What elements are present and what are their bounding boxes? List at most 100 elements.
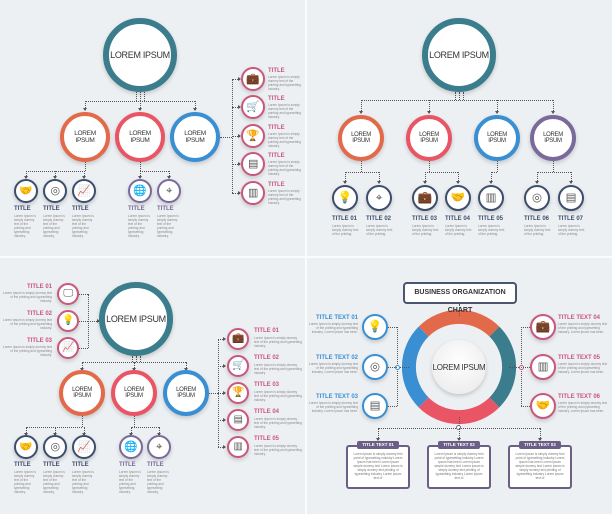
- compass-icon: ◎: [50, 440, 60, 453]
- connector-line: [55, 171, 56, 178]
- location-pin-icon: ⌖: [156, 440, 162, 453]
- connector-line: [429, 161, 430, 172]
- arrow-icon: [223, 337, 226, 341]
- connector-line: [159, 427, 160, 435]
- arrow-icon: [495, 111, 499, 114]
- connector-line: [553, 161, 554, 172]
- item-text: Lorem Ipsum is simply dummy text of the …: [43, 470, 65, 494]
- connector-line: [388, 406, 397, 407]
- connector-line: [140, 171, 141, 178]
- arrow-icon: [377, 181, 381, 184]
- arrow-icon: [193, 108, 197, 111]
- item-text: Lorem Ipsum is simply dummy text of the …: [558, 362, 608, 374]
- calendar-icon: ▤: [248, 157, 258, 170]
- connector-line: [220, 137, 232, 138]
- connector-line: [144, 92, 145, 101]
- item-title: TITLE: [72, 206, 89, 212]
- connector-line: [537, 172, 571, 173]
- connector-line: [361, 100, 553, 101]
- connector-line: [361, 161, 362, 172]
- arrow-icon: [24, 176, 28, 179]
- lightbulb-icon: 💡: [367, 320, 383, 334]
- connector-line: [134, 362, 135, 370]
- handshake-icon: 🤝: [19, 184, 33, 197]
- connector-line: [218, 366, 225, 367]
- connector-line: [136, 92, 137, 101]
- level2-node: LOREM IPSUM: [406, 115, 452, 161]
- item-text: Lorem Ipsum is simply dummy text of the …: [254, 390, 302, 402]
- chart-icon: 📈: [62, 342, 74, 354]
- right-item-node: 💼: [227, 328, 249, 350]
- item-text: Lorem Ipsum is simply dummy text of the …: [2, 291, 52, 303]
- arrow-icon: [223, 364, 226, 368]
- globe-icon: 🌐: [133, 184, 147, 197]
- text-box-body: Lorem Ipsum is simply dummy text point o…: [434, 452, 484, 480]
- connector-line: [459, 417, 460, 428]
- bottom-item-node: ◎: [43, 179, 67, 203]
- right-item-node: 🏆: [241, 124, 265, 148]
- ring-segment-left: [401, 326, 429, 408]
- connector-line: [378, 428, 379, 440]
- connector-line: [521, 406, 530, 407]
- level2-node: LOREM IPSUM: [115, 112, 165, 162]
- item-title: TITLE TEXT 06: [558, 394, 601, 400]
- cart-icon: 🛒: [246, 100, 260, 113]
- arrow-icon: [138, 108, 142, 111]
- connector-line: [397, 367, 409, 368]
- document-icon: ▥: [233, 441, 243, 453]
- arrow-icon: [223, 391, 226, 395]
- connector-line: [88, 321, 99, 322]
- connector-line: [232, 136, 240, 137]
- connector-line: [140, 356, 141, 362]
- connector-line: [218, 393, 225, 394]
- trophy-icon: 🏆: [246, 129, 260, 142]
- right-item-node: ▥: [530, 354, 556, 380]
- item-text: Lorem Ipsum is simply dummy text of the …: [524, 224, 551, 236]
- document-icon: ▥: [248, 186, 258, 199]
- arrow-icon: [456, 181, 460, 184]
- text-box-header: TITLE TEXT 03: [519, 441, 561, 449]
- left-item-node: ◎: [362, 354, 388, 380]
- connector-line: [140, 162, 141, 171]
- connector-line: [140, 101, 141, 110]
- item-title: TITLE 03: [254, 382, 280, 388]
- connector-line: [459, 304, 460, 316]
- item-title: TITLE 04: [254, 409, 280, 415]
- arrow-icon: [97, 319, 100, 323]
- connector-line: [232, 164, 240, 165]
- compass-icon: ◎: [370, 360, 380, 374]
- item-title: TITLE: [14, 206, 31, 212]
- right-item-node: 💼: [530, 314, 556, 340]
- right-item-node: 🏆: [227, 382, 249, 404]
- calendar-icon: ▤: [233, 414, 243, 426]
- arrow-icon: [538, 438, 542, 441]
- connector-line: [84, 427, 85, 435]
- item-text: Lorem Ipsum is simply dummy text of the …: [308, 401, 358, 413]
- connector-line: [140, 92, 141, 101]
- item-title: TITLE TEXT 01: [315, 315, 358, 321]
- right-item-node: 💼: [241, 67, 265, 91]
- item-title: TITLE 07: [558, 216, 584, 222]
- level2-node: LOREM IPSUM: [111, 370, 157, 416]
- item-title: TITLE TEXT 04: [558, 315, 601, 321]
- quadrant-divider-horizontal: [0, 256, 612, 258]
- arrow-icon: [343, 181, 347, 184]
- arrow-icon: [132, 368, 136, 371]
- item-text: Lorem Ipsum is simply dummy text of the …: [268, 103, 301, 119]
- arrow-icon: [82, 433, 86, 436]
- arrow-icon: [535, 181, 539, 184]
- ring-segment-top: [418, 309, 500, 337]
- handshake-icon: 🤝: [535, 399, 551, 413]
- connector-line: [521, 327, 530, 328]
- connector-line: [491, 172, 497, 173]
- item-text: Lorem Ipsum is simply dummy text of the …: [268, 75, 301, 91]
- item-text: Lorem Ipsum is simply dummy text of the …: [445, 224, 472, 236]
- connector-node: [456, 425, 461, 430]
- item-text: Lorem Ipsum is simply dummy text of the …: [268, 132, 301, 148]
- item-title: TITLE: [128, 206, 145, 212]
- connector-line: [218, 420, 225, 421]
- arrow-icon: [359, 111, 363, 114]
- text-box-body: Lorem Ipsum is simply dummy text point o…: [353, 452, 403, 480]
- bottom-item-node: ▤: [558, 185, 584, 211]
- item-title: TITLE 05: [254, 436, 280, 442]
